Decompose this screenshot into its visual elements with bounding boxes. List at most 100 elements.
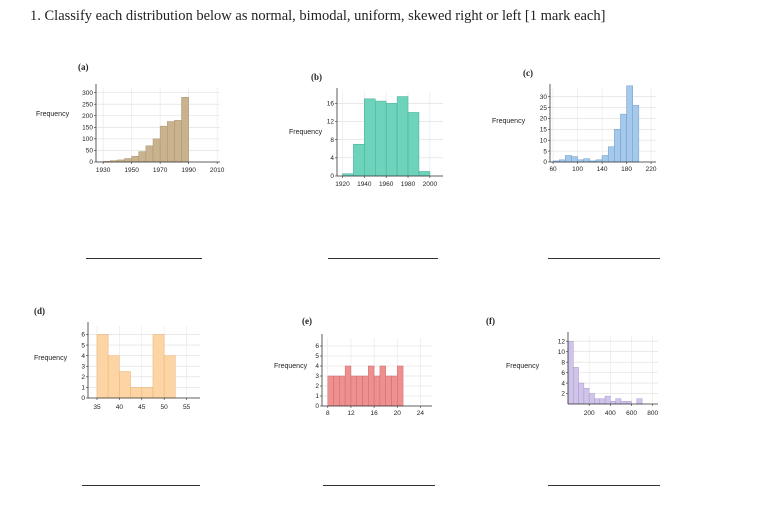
histogram-bar bbox=[407, 112, 420, 177]
histogram-bar bbox=[353, 143, 365, 177]
y-tick-label: 0 bbox=[315, 403, 319, 410]
y-tick-label: 5 bbox=[543, 148, 547, 155]
y-tick-label: 0 bbox=[81, 395, 85, 402]
x-tick-label: 8 bbox=[326, 410, 330, 417]
x-tick-label: 100 bbox=[572, 166, 583, 173]
y-tick-label: 1 bbox=[315, 393, 319, 400]
histogram-bar bbox=[174, 120, 182, 163]
y-tick-label: 8 bbox=[561, 359, 565, 366]
y-tick-label: 3 bbox=[315, 373, 319, 380]
y-tick-label: 300 bbox=[82, 90, 93, 97]
x-tick-label: 45 bbox=[138, 404, 146, 411]
histogram-bar bbox=[167, 121, 175, 163]
y-tick-label: 4 bbox=[81, 353, 85, 360]
y-tick-label: 50 bbox=[86, 148, 94, 155]
y-tick-label: 3 bbox=[81, 363, 85, 370]
y-tick-label: 15 bbox=[540, 127, 548, 134]
histogram-bar bbox=[614, 129, 621, 163]
x-tick-label: 35 bbox=[93, 404, 101, 411]
x-tick-label: 1980 bbox=[401, 181, 416, 188]
histogram-bar bbox=[152, 334, 165, 399]
histogram-bar bbox=[599, 398, 606, 405]
x-tick-label: 50 bbox=[161, 404, 169, 411]
y-tick-label: 100 bbox=[82, 136, 93, 143]
y-tick-label: 150 bbox=[82, 125, 93, 132]
histogram-bar bbox=[396, 96, 409, 177]
answer-line-c[interactable] bbox=[548, 258, 660, 259]
histogram-bar bbox=[573, 367, 579, 405]
histogram-bar bbox=[601, 155, 609, 163]
x-tick-label: 1960 bbox=[379, 181, 394, 188]
y-axis-label: Frequency bbox=[36, 111, 70, 118]
x-tick-label: 12 bbox=[347, 410, 355, 417]
histogram-bar bbox=[141, 387, 154, 399]
histogram-bar bbox=[636, 398, 643, 405]
y-tick-label: 12 bbox=[327, 119, 335, 126]
y-tick-label: 1 bbox=[81, 385, 85, 392]
histogram-bar bbox=[571, 156, 578, 163]
histogram-bar bbox=[385, 103, 398, 177]
histogram-bar bbox=[583, 388, 590, 405]
y-tick-label: 6 bbox=[81, 332, 85, 339]
y-tick-label: 8 bbox=[330, 137, 334, 144]
panel-label: (d) bbox=[34, 306, 45, 316]
histogram-bar bbox=[131, 155, 140, 163]
histogram-bar bbox=[362, 375, 369, 407]
histogram-bar bbox=[333, 375, 340, 407]
y-tick-label: 10 bbox=[558, 349, 566, 356]
histogram-bar bbox=[138, 151, 147, 163]
x-tick-label: 40 bbox=[116, 404, 124, 411]
y-tick-label: 10 bbox=[540, 137, 548, 144]
x-tick-label: 1970 bbox=[153, 167, 168, 174]
x-tick-label: 16 bbox=[370, 410, 378, 417]
y-tick-label: 12 bbox=[558, 338, 566, 345]
x-tick-label: 1990 bbox=[181, 167, 196, 174]
answer-line-d[interactable] bbox=[82, 485, 200, 486]
x-tick-label: 60 bbox=[549, 166, 557, 173]
answer-line-e[interactable] bbox=[323, 485, 435, 486]
histogram-bar bbox=[107, 355, 120, 399]
y-tick-label: 2 bbox=[81, 374, 85, 381]
histogram-f-svg: (f) Frequency 2 4 6 8 10 12 200 400 600 800 bbox=[486, 316, 659, 417]
histogram-bar bbox=[607, 146, 615, 163]
histogram-bar bbox=[385, 375, 392, 407]
x-tick-label: 1940 bbox=[357, 181, 372, 188]
histogram-bar bbox=[565, 155, 572, 163]
y-tick-label: 25 bbox=[540, 105, 548, 112]
x-tick-label: 1920 bbox=[335, 181, 350, 188]
y-axis-label: Frequency bbox=[492, 118, 526, 125]
x-tick-label: 20 bbox=[394, 410, 402, 417]
y-tick-label: 6 bbox=[561, 370, 565, 377]
x-tick-label: 800 bbox=[647, 410, 658, 417]
answer-line-a[interactable] bbox=[86, 258, 202, 259]
histogram-bar bbox=[152, 138, 161, 163]
answer-line-b[interactable] bbox=[328, 258, 438, 259]
y-tick-label: 0 bbox=[330, 173, 334, 180]
histogram-bar bbox=[368, 365, 375, 407]
y-tick-label: 0 bbox=[89, 159, 93, 166]
histogram-bar bbox=[96, 334, 109, 399]
x-tick-label: 1930 bbox=[96, 167, 111, 174]
histogram-bar bbox=[124, 158, 132, 163]
histogram-b: (b) Frequency 0 4 8 12 16 1920 1940 1960 1980 2000 bbox=[285, 70, 455, 190]
histogram-bar bbox=[327, 375, 334, 407]
y-tick-label: 2 bbox=[561, 391, 565, 398]
histogram-c: (c) Frequency 0 5 10 15 20 25 30 60 100 140 180 220 bbox=[490, 68, 660, 178]
histogram-bar bbox=[379, 365, 386, 407]
x-tick-label: 200 bbox=[584, 410, 595, 417]
histogram-bar bbox=[374, 100, 387, 177]
histogram-bar bbox=[181, 97, 189, 163]
y-tick-label: 5 bbox=[315, 353, 319, 360]
y-axis-label: Frequency bbox=[289, 129, 323, 136]
y-tick-label: 30 bbox=[540, 94, 548, 101]
x-tick-label: 140 bbox=[597, 166, 608, 173]
x-tick-label: 1950 bbox=[124, 167, 139, 174]
histogram-bar bbox=[567, 340, 574, 405]
y-tick-label: 16 bbox=[327, 101, 335, 108]
y-tick-label: 200 bbox=[82, 113, 93, 120]
y-tick-label: 6 bbox=[315, 343, 319, 350]
answer-line-f[interactable] bbox=[548, 485, 660, 486]
histogram-bar bbox=[119, 371, 131, 399]
